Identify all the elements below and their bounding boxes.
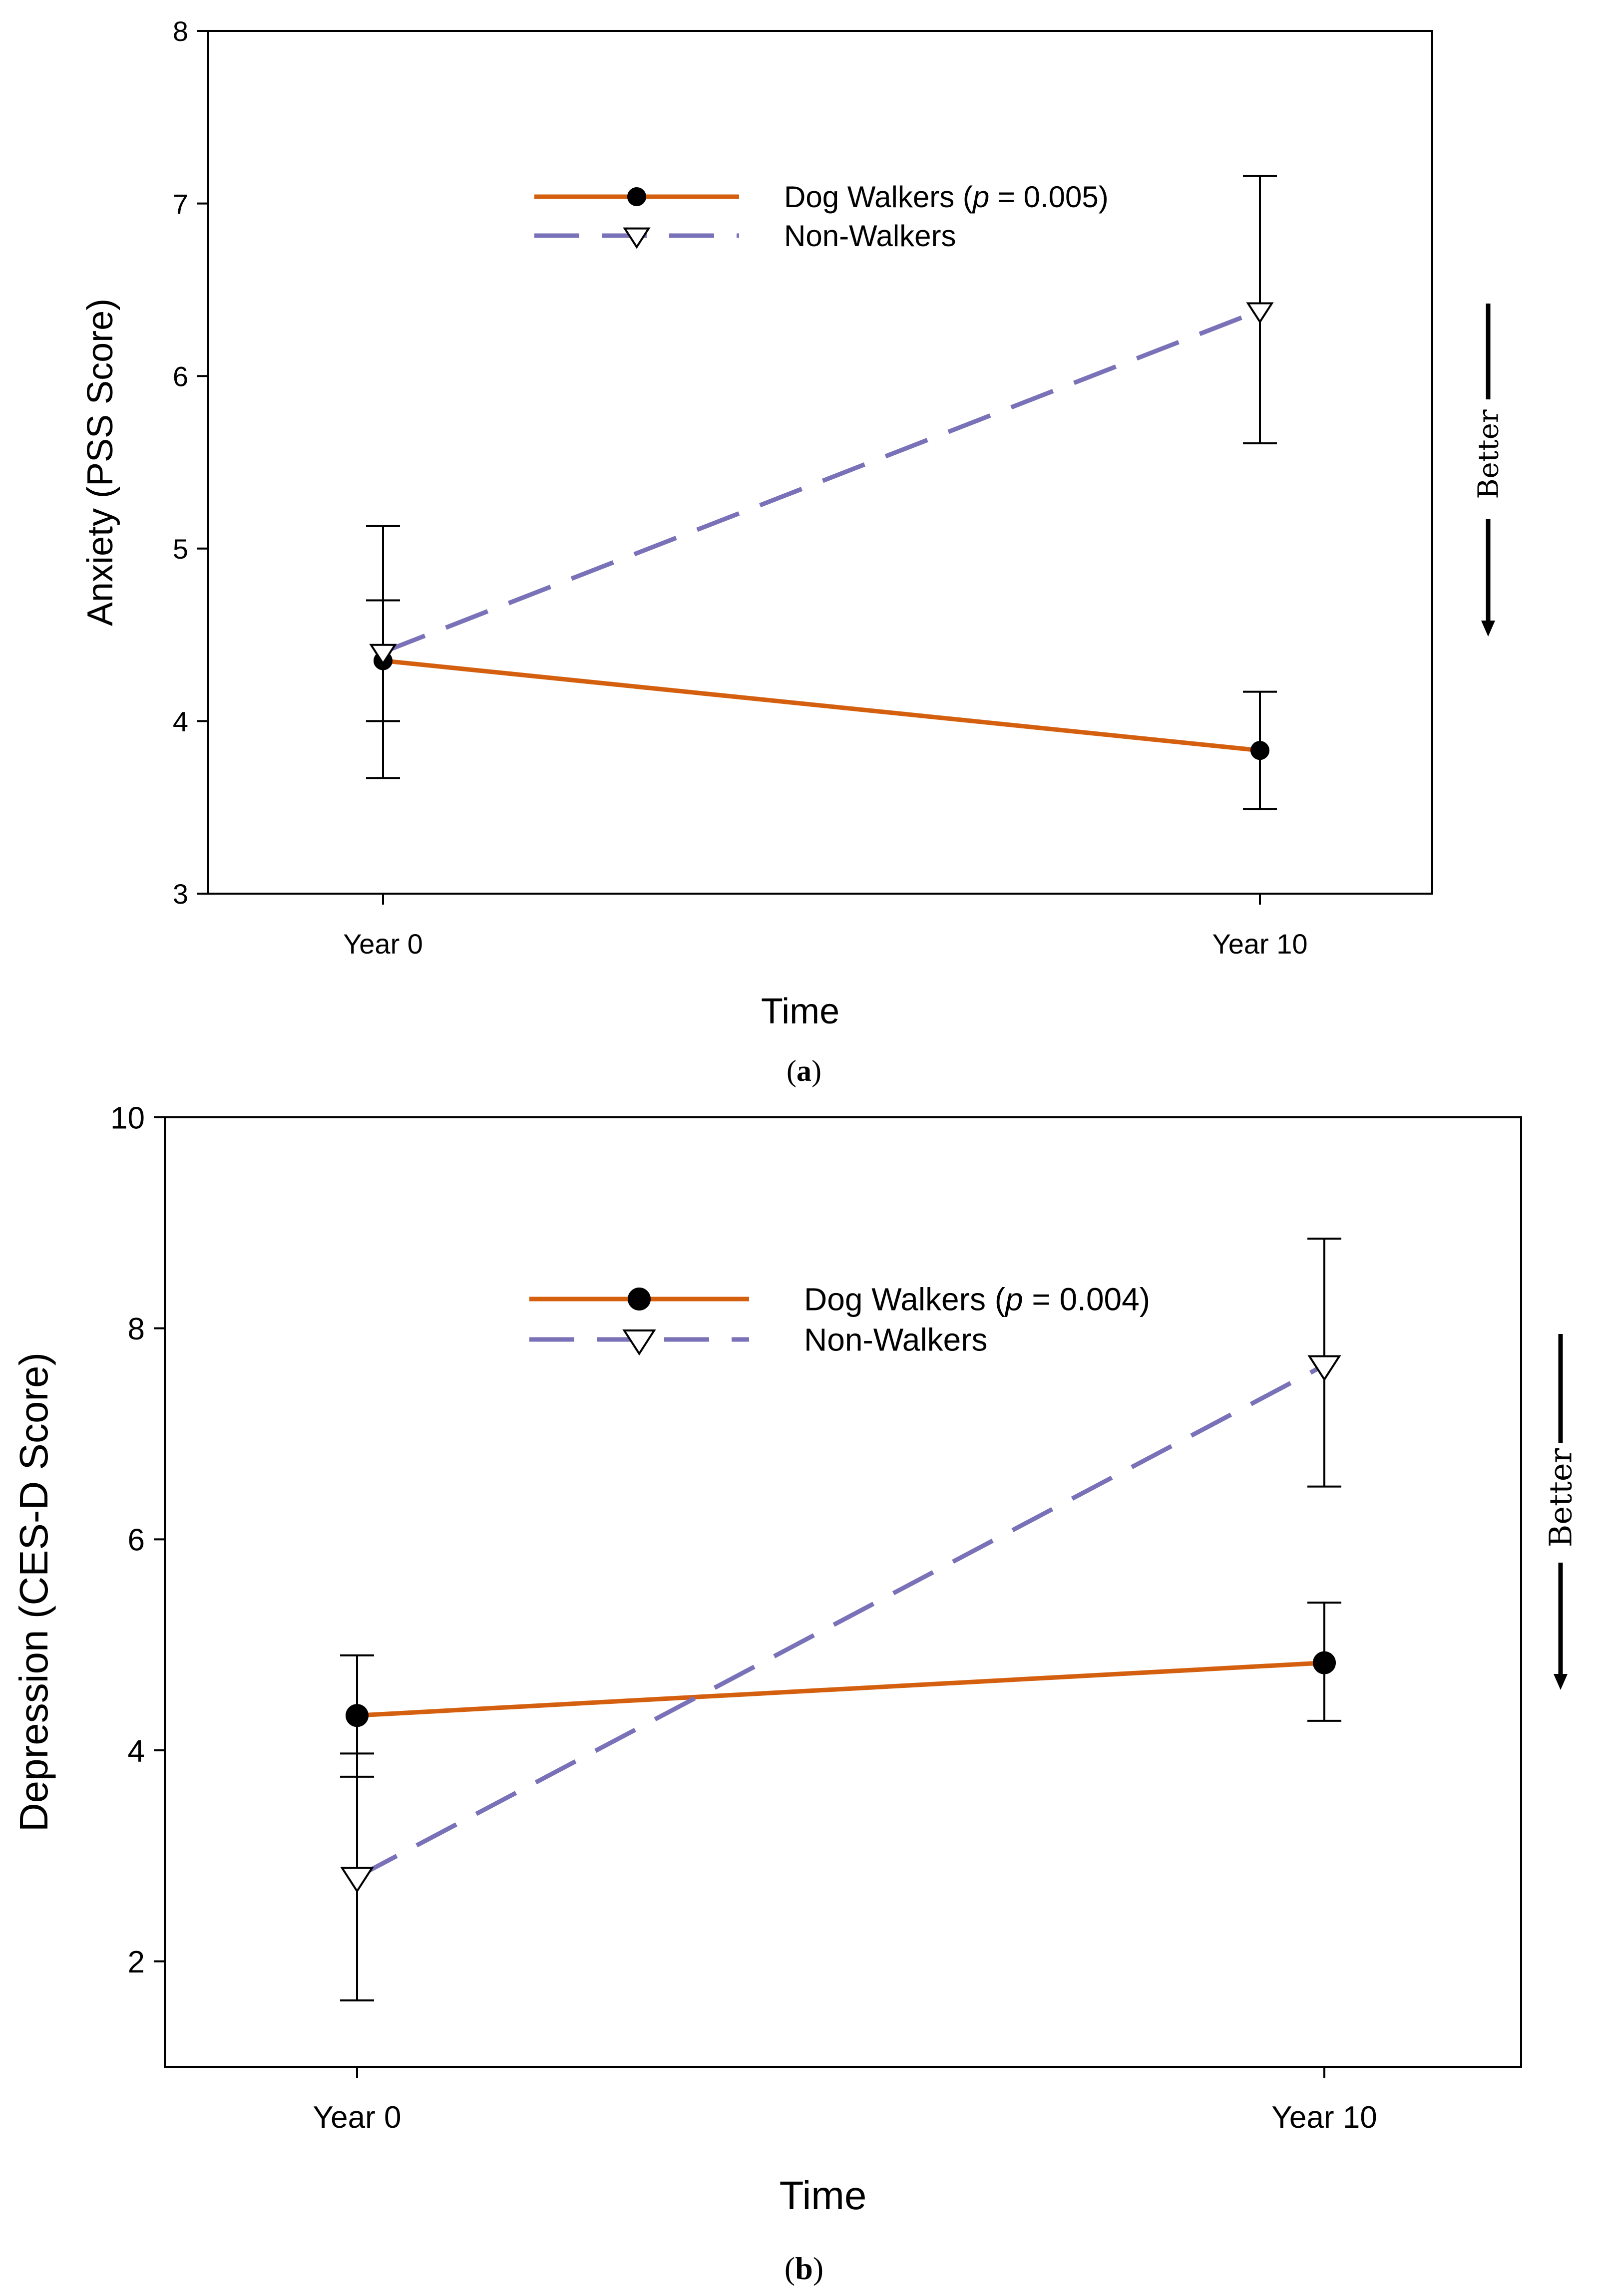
x-axis-title: Time	[780, 2173, 867, 2218]
plot-frame	[164, 1116, 1522, 2068]
legend-label: Non-Walkers	[804, 1321, 987, 1357]
data-point	[369, 644, 397, 665]
legend: Dog Walkers (p = 0.004) Non-Walkers	[529, 1281, 1150, 1357]
chart-panel-b: 2 4 6 8 10 Year 0 Year 10 Time Depression (CES-D…	[11, 1101, 1579, 2286]
legend-label: Non-Walkers	[784, 219, 956, 253]
x-tick-label: Year 10	[1212, 928, 1308, 960]
y-tick-label: 6	[173, 360, 188, 392]
y-tick-label: 7	[173, 188, 188, 220]
legend-label-suffix: = 0.004)	[1023, 1281, 1150, 1317]
data-point	[1313, 1651, 1336, 1674]
data-point	[340, 1867, 374, 1893]
better-label: Better	[1543, 1448, 1579, 1547]
series-line	[356, 1363, 1326, 1879]
panel-label-open: (	[787, 1054, 797, 1087]
x-axis-title: Time	[761, 991, 839, 1031]
data-point	[1250, 741, 1269, 760]
legend-label-prefix: Dog Walkers (	[804, 1281, 1005, 1317]
panel-label: (b)	[785, 2251, 823, 2286]
legend-marker	[622, 1329, 656, 1356]
y-tick-label: 4	[128, 1734, 145, 1768]
series-line	[382, 308, 1261, 655]
better-annotation: Better	[1543, 1334, 1579, 1690]
y-tick-label: 10	[110, 1101, 145, 1135]
legend-label-p: p	[1004, 1281, 1023, 1317]
legend-marker	[628, 1288, 651, 1311]
panel-label-letter: b	[795, 2251, 813, 2286]
y-tick-label: 3	[173, 878, 188, 910]
better-arrow-head	[1481, 621, 1495, 637]
series-non-walkers	[366, 175, 1277, 779]
data-point	[1307, 1355, 1341, 1381]
chart-panel-a: 3 4 5 6 7 8 Year 0 Year 10 Time Anxiety (PSS Scor…	[80, 15, 1505, 1087]
series-line	[383, 658, 1260, 753]
legend-label-p: p	[972, 180, 989, 214]
better-arrow-head	[1554, 1674, 1568, 1690]
legend-label: Dog Walkers (p = 0.004)	[804, 1281, 1150, 1317]
series-line	[357, 1660, 1325, 1718]
panel-label-open: (	[785, 2251, 795, 2286]
panel-label-letter: a	[797, 1054, 811, 1087]
panel-label-close: )	[811, 1054, 821, 1087]
x-tick-label: Year 0	[343, 928, 423, 960]
better-label: Better	[1473, 409, 1505, 499]
panel-label-close: )	[813, 2251, 823, 2286]
y-axis-title: Depression (CES-D Score)	[11, 1352, 56, 1832]
y-tick-label: 8	[173, 15, 188, 47]
y-axis-title: Anxiety (PSS Score)	[80, 299, 120, 626]
legend-label-prefix: Non-Walkers	[804, 1321, 987, 1357]
y-tick-label: 6	[128, 1523, 145, 1558]
legend: Dog Walkers (p = 0.005) Non-Walkers	[534, 180, 1109, 253]
plot-frame	[207, 30, 1433, 895]
y-tick-label: 5	[173, 533, 188, 565]
legend-label-prefix: Non-Walkers	[784, 219, 956, 253]
y-tick-label: 4	[173, 706, 188, 737]
legend-marker	[623, 227, 651, 249]
x-tick-label: Year 0	[313, 2100, 401, 2135]
y-tick-label: 2	[128, 1945, 145, 1979]
y-tick-label: 8	[128, 1312, 145, 1346]
x-tick-label: Year 10	[1271, 2100, 1377, 2135]
better-annotation: Better	[1473, 304, 1505, 637]
legend-label-prefix: Dog Walkers (	[784, 180, 973, 214]
legend-marker	[627, 187, 646, 206]
panel-label: (a)	[787, 1054, 821, 1087]
data-point	[1246, 302, 1274, 324]
series-non-walkers	[340, 1238, 1341, 2001]
legend-label-suffix: = 0.005)	[989, 180, 1109, 214]
data-point	[346, 1704, 369, 1727]
legend-label: Dog Walkers (p = 0.005)	[784, 180, 1109, 214]
